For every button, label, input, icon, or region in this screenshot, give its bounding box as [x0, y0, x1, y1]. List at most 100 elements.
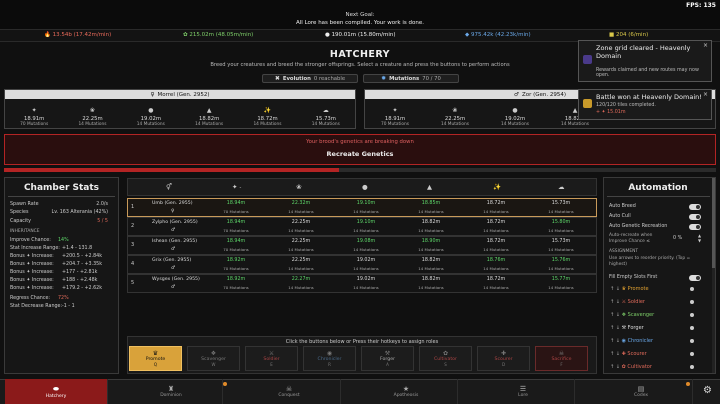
- parent-stat: ✨ 18.72m 14 Mutations: [253, 107, 282, 127]
- nav-codex[interactable]: ▤ Codex: [590, 379, 693, 404]
- auto-recreate-toggle[interactable]: [689, 224, 701, 230]
- role-promote-button[interactable]: ♛ Promote Q: [129, 346, 182, 371]
- genetics-warning: [4, 134, 716, 165]
- goal-text: All Lore has been compiled. Your work is…: [296, 20, 424, 26]
- arrow-up-icon: ↑: [610, 364, 615, 370]
- stat-value: -1 - 1: [62, 304, 75, 309]
- arrow-up-icon: ↑: [610, 312, 615, 318]
- codex-icon: ▤: [637, 385, 645, 393]
- castle-icon: ♜: [167, 385, 175, 393]
- eye-icon: ◉: [326, 350, 333, 357]
- drop-icon[interactable]: ●: [362, 183, 368, 191]
- resource-bar: [0, 30, 720, 42]
- parent-stat: ☁ 15.73m 14 Mutations: [311, 107, 340, 127]
- priority-item[interactable]: ↑ ↓ ✚ Scourer: [610, 351, 647, 357]
- table-row[interactable]: [127, 274, 597, 293]
- table-row[interactable]: [127, 198, 597, 217]
- divider: [8, 196, 115, 197]
- priority-item[interactable]: ↑ ↓ ❖ Scavenger: [610, 312, 655, 318]
- stat-label: Species: [10, 210, 29, 215]
- trophy-icon: [583, 99, 592, 108]
- fps-counter: FPS: 135: [686, 2, 716, 9]
- threshold-stepper-icon[interactable]: ▲ ▼: [698, 233, 702, 243]
- priority-item[interactable]: ↑ ↓ ♛ Promote: [610, 286, 649, 292]
- priority-item[interactable]: ↑ ↓ ◉ Chronicler: [610, 338, 654, 344]
- role-forger-button[interactable]: ⚒ Forger A: [361, 346, 414, 371]
- assignment-label: ASSIGNMENT: [609, 249, 639, 254]
- stat-label: Bonus ✦ Increase:: [10, 270, 54, 275]
- role-soldier-button[interactable]: ⚔ Soldier E: [245, 346, 298, 371]
- role-scavenger-button[interactable]: ❖ Scavenger W: [187, 346, 240, 371]
- resource-gem: ◆ 975.42k (42.23k/min): [465, 32, 531, 38]
- stat-value: 72%: [58, 296, 69, 301]
- sparkle-icon[interactable]: ✦ -: [232, 183, 242, 191]
- resource-flame: 🔥 13.54b (17.42m/min): [44, 32, 112, 38]
- notification-battle-won[interactable]: Battle won at Heavenly Domain! 120/120 t…: [578, 89, 712, 120]
- close-icon[interactable]: ×: [702, 91, 708, 98]
- flame-icon[interactable]: ▲: [427, 183, 432, 191]
- notification-zone-cleared[interactable]: Zone grid cleared - Heavenly Domain Rewa…: [578, 40, 712, 82]
- bag-icon: ❖: [210, 350, 217, 357]
- priority-item[interactable]: ↑ ↓ ⚔ Soldier: [610, 299, 645, 305]
- auto-breed-toggle[interactable]: [689, 204, 701, 210]
- role-scourer-button[interactable]: ✚ Scourer D: [477, 346, 530, 371]
- auto-recreate-label: Auto Genetic Recreation: [609, 224, 668, 229]
- mutations-button[interactable]: ✹ Mutations 70 / 70: [363, 74, 459, 83]
- flame-icon: 🔥: [44, 32, 51, 38]
- stat-value: +179.2 - +2.62k: [62, 286, 103, 291]
- automation-scrollbar[interactable]: [712, 178, 715, 373]
- nav-conquest[interactable]: ☠ Conquest: [238, 379, 341, 404]
- cloud-icon[interactable]: ☁: [558, 183, 565, 191]
- role-hint: Click the buttons below or Press their h…: [285, 339, 439, 345]
- arrow-down-icon: ↓: [615, 312, 620, 318]
- priority-item[interactable]: ↑ ↓ ✿ Cultivator: [610, 364, 652, 370]
- recreate-genetics-button[interactable]: Recreate Genetics: [326, 150, 394, 158]
- warning-text: Your brood's genetics are breaking down: [306, 139, 414, 145]
- recreate-description: Auto-recreate when Improve Chance ≤: [609, 233, 653, 244]
- scythe-icon: ✚: [621, 351, 626, 357]
- role-cultivator-button[interactable]: ✿ Cultivator S: [419, 346, 472, 371]
- nav-apotheosis[interactable]: ★ Apotheosis: [355, 379, 458, 404]
- close-icon[interactable]: ×: [702, 42, 708, 49]
- chamber-title: Chamber Stats: [23, 183, 100, 193]
- priority-dot: [690, 365, 694, 369]
- table-header: [127, 178, 597, 196]
- parent-stat: ● 19.02m 14 Mutations: [500, 107, 530, 127]
- table-row[interactable]: [127, 236, 597, 255]
- crown-icon: ♛: [621, 286, 627, 292]
- nav-hatchery[interactable]: ⬬ Hatchery: [5, 379, 108, 404]
- arrow-up-icon: ↑: [610, 299, 615, 305]
- parent-stat: ✦ 18.91m 70 Mutations: [380, 107, 410, 127]
- nav-dominion[interactable]: ♜ Dominion: [120, 379, 223, 404]
- scrollbar-thumb[interactable]: [712, 178, 715, 268]
- role-sacrifice-button[interactable]: ☠ Sacrifice F: [535, 346, 588, 371]
- fill-empty-toggle[interactable]: [689, 275, 701, 281]
- role-chronicler-button[interactable]: ◉ Chronicler R: [303, 346, 356, 371]
- egg-icon: ⬬: [53, 384, 59, 393]
- automation-title: Automation: [628, 183, 688, 193]
- evolution-icon: ✖: [274, 75, 280, 82]
- stat-label: Bonus ✦ Increase:: [10, 262, 54, 267]
- skull-icon: ☠: [285, 385, 293, 393]
- eye-icon: ◉: [621, 338, 626, 344]
- moth-icon[interactable]: ❀: [296, 183, 302, 191]
- claw-icon[interactable]: ✨: [493, 183, 502, 191]
- scythe-icon: ✚: [500, 350, 507, 357]
- recreate-threshold-input[interactable]: 0 %: [673, 236, 683, 241]
- parent-stat: ● 19.02m 14 Mutations: [136, 107, 165, 127]
- auto-cull-toggle[interactable]: [689, 214, 701, 220]
- table-row[interactable]: [127, 217, 597, 236]
- priority-item[interactable]: ↑ ↓ ⚒ Forger: [610, 325, 644, 331]
- male-icon: ♂: [514, 91, 519, 98]
- nav-lore[interactable]: ☰ Lore: [472, 379, 575, 404]
- arrow-down-icon: ↓: [615, 351, 620, 357]
- parent-card-left[interactable]: ♀ Morrel (Gen. 2952) ✦ 18.91m 70 Mutations…: [4, 89, 356, 129]
- arrow-up-icon: ↑: [610, 351, 615, 357]
- stat-label: Stat Decrease Range:: [10, 304, 63, 309]
- inheritance-label: INHERITANCE: [10, 229, 40, 234]
- leaf-icon: ✿: [183, 32, 188, 38]
- evolution-button[interactable]: ✖ Evolution 0 reachable: [262, 74, 358, 83]
- drop-icon: ●: [512, 107, 518, 114]
- settings-gear-icon[interactable]: ⚙: [703, 385, 712, 396]
- table-row[interactable]: [127, 255, 597, 274]
